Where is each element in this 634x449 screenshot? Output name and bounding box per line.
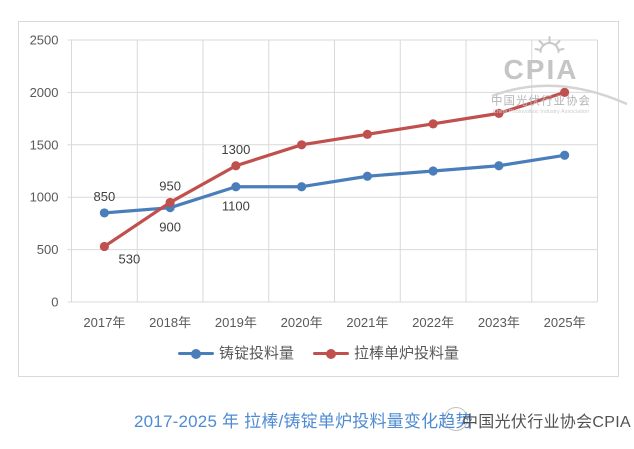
data-point-marker <box>362 171 372 181</box>
legend-item: 铸锭投料量 <box>177 345 294 362</box>
data-point-label: 950 <box>159 178 181 193</box>
data-point-label: 1100 <box>222 199 250 214</box>
data-point-marker <box>231 161 241 171</box>
legend-label: 铸锭投料量 <box>218 345 294 362</box>
x-tick-label: 2025年 <box>544 315 586 330</box>
data-point-marker <box>362 129 372 139</box>
data-point-marker <box>165 197 175 208</box>
y-tick-label: 2500 <box>30 33 59 48</box>
data-point-label: 850 <box>94 189 116 204</box>
x-tick-label: 2019年 <box>215 315 257 330</box>
y-tick-label: 500 <box>37 242 59 257</box>
series-line <box>102 90 567 249</box>
legend-item: 拉棒单炉投料量 <box>313 346 459 361</box>
y-tick-label: 1000 <box>30 190 59 205</box>
data-point-marker <box>428 119 438 129</box>
data-point-marker <box>231 182 241 192</box>
legend-dot-icon <box>190 348 201 359</box>
legend-dot-icon <box>326 348 336 359</box>
x-tick-label: 2021年 <box>346 315 388 330</box>
data-point-marker <box>99 208 109 218</box>
data-point-marker <box>560 87 570 97</box>
y-tick-label: 1500 <box>30 137 59 152</box>
x-tick-label: 2017年 <box>83 315 125 330</box>
footer-watermark-text: 中国光伏行业协会CPIA <box>462 414 631 431</box>
data-point-marker <box>560 150 570 160</box>
data-point-marker <box>99 241 109 252</box>
data-point-label: 900 <box>159 220 181 235</box>
data-point-label: 1300 <box>221 142 250 157</box>
chart-frame: 0 500 1000 1500 2000 2500 2017年 2018年 2019年 2020年… <box>18 21 619 377</box>
data-point-label: 530 <box>119 251 141 266</box>
legend-label: 拉棒单炉投料量 <box>354 345 460 362</box>
legend-line-marker-icon <box>177 348 214 359</box>
y-tick-label: 0 <box>51 295 58 310</box>
chart-footer-title: 2017-2025 年 拉棒/铸锭单炉投料量变化趋势 <box>134 412 473 431</box>
data-point-marker <box>494 108 504 118</box>
x-tick-label: 2020年 <box>281 315 323 330</box>
x-tick-label: 2018年 <box>149 315 191 330</box>
chart-legend: 铸锭投料量 拉棒单炉投料量 <box>19 346 618 361</box>
data-point-marker <box>494 161 504 171</box>
x-tick-label: 2022年 <box>412 315 454 330</box>
y-tick-label: 2000 <box>30 85 59 100</box>
data-point-marker <box>297 182 307 192</box>
x-tick-label: 2023年 <box>478 315 520 330</box>
legend-line-marker-icon <box>313 348 349 359</box>
sun-emblem-icon <box>444 407 468 431</box>
series-line <box>102 153 567 215</box>
line-chart-plot: 0 500 1000 1500 2000 2500 2017年 2018年 2019年 2020年… <box>30 33 598 330</box>
data-point-marker <box>297 140 307 150</box>
data-point-marker <box>428 166 438 176</box>
